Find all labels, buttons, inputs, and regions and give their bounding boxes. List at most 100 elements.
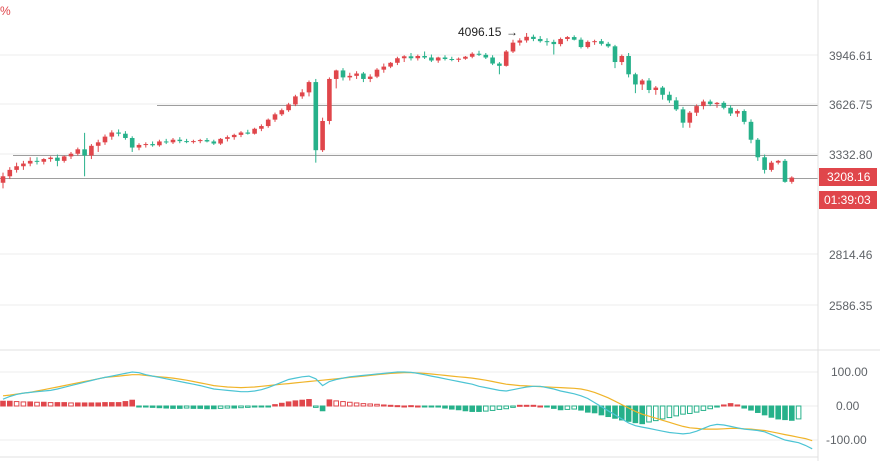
candle bbox=[687, 111, 693, 128]
candle-body bbox=[401, 56, 407, 59]
macd-histogram-bar bbox=[523, 404, 530, 407]
candle bbox=[585, 40, 591, 49]
candle bbox=[503, 50, 509, 67]
candle-body bbox=[333, 70, 339, 79]
candle-body bbox=[293, 96, 298, 105]
candle bbox=[429, 54, 434, 63]
candle-body bbox=[327, 78, 332, 121]
candle bbox=[231, 133, 237, 140]
macd-histogram-bar bbox=[251, 405, 258, 408]
candle bbox=[605, 41, 611, 48]
candle-body bbox=[449, 59, 455, 61]
macd-histogram-bar bbox=[13, 401, 20, 407]
candle-body bbox=[136, 144, 142, 148]
macd-histogram-bar bbox=[394, 405, 401, 408]
candle-body bbox=[442, 57, 448, 60]
macd-histogram-bar bbox=[496, 405, 503, 410]
candle bbox=[714, 102, 720, 108]
macd-histogram-bar bbox=[734, 404, 741, 407]
candle bbox=[463, 55, 468, 60]
candle-body bbox=[367, 76, 373, 79]
candle bbox=[116, 129, 121, 137]
candle-body bbox=[82, 149, 87, 156]
macd-histogram-bar bbox=[653, 405, 659, 422]
macd-histogram-bar bbox=[319, 405, 326, 412]
macd-histogram-bar bbox=[748, 405, 754, 411]
macd-histogram-bar bbox=[245, 405, 251, 408]
candle bbox=[483, 52, 489, 60]
macd-histogram-bar bbox=[306, 399, 312, 407]
candle-body bbox=[626, 55, 631, 75]
candle-body bbox=[490, 57, 495, 64]
candle bbox=[442, 55, 448, 61]
candle bbox=[320, 117, 325, 152]
candle-body bbox=[558, 38, 563, 45]
macd-histogram-bar bbox=[782, 405, 788, 421]
macd-histogram-bar bbox=[571, 405, 578, 410]
candle bbox=[21, 160, 26, 170]
candle bbox=[48, 156, 53, 162]
macd-histogram-bar bbox=[585, 405, 591, 413]
candle-body bbox=[578, 39, 584, 48]
candle bbox=[95, 139, 101, 152]
candle-body bbox=[347, 75, 353, 78]
candle bbox=[388, 62, 393, 69]
candle-body bbox=[775, 160, 781, 163]
candle bbox=[14, 162, 19, 173]
candle-body bbox=[429, 57, 434, 61]
macd-histogram-bar bbox=[442, 405, 448, 409]
candle-body bbox=[320, 120, 325, 151]
macd-tick-label: 100.00 bbox=[831, 365, 868, 379]
macd-histogram-bar bbox=[47, 402, 54, 407]
candle bbox=[82, 132, 87, 177]
candle bbox=[646, 78, 652, 94]
candle-body bbox=[694, 106, 699, 113]
macd-histogram-bar bbox=[578, 405, 584, 411]
candle-body bbox=[619, 55, 625, 63]
candle bbox=[612, 44, 618, 69]
candle-body bbox=[476, 53, 482, 55]
candle bbox=[735, 109, 740, 117]
candle bbox=[279, 108, 285, 116]
candle bbox=[204, 137, 210, 143]
candle bbox=[286, 102, 291, 112]
candle bbox=[143, 142, 149, 148]
macd-histogram-bar bbox=[612, 405, 618, 419]
candle-body bbox=[769, 162, 774, 170]
candle bbox=[395, 56, 400, 66]
candle bbox=[75, 147, 81, 156]
macd-histogram-bar bbox=[27, 401, 33, 407]
candle-body bbox=[408, 56, 414, 59]
candle bbox=[211, 139, 217, 145]
candle bbox=[517, 38, 523, 46]
countdown-tag: 01:39:03 bbox=[819, 191, 877, 209]
candle bbox=[163, 138, 169, 145]
macd-histogram-bar bbox=[136, 405, 142, 408]
macd-histogram-bar bbox=[489, 405, 496, 411]
current-price-tag: 3208.16 bbox=[819, 168, 877, 186]
macd-histogram-bar bbox=[455, 405, 462, 411]
candle bbox=[170, 137, 176, 145]
candle bbox=[272, 112, 278, 122]
macd-histogram-bar bbox=[687, 405, 693, 414]
macd-histogram-bar bbox=[313, 405, 319, 408]
candle bbox=[456, 57, 461, 63]
candle bbox=[578, 37, 584, 49]
candle-body bbox=[61, 156, 67, 161]
candle bbox=[728, 105, 733, 116]
candle-body bbox=[571, 37, 577, 40]
candle bbox=[245, 129, 251, 135]
candle bbox=[755, 137, 761, 161]
candle-body bbox=[741, 111, 747, 122]
candle-body bbox=[728, 107, 733, 114]
candle bbox=[782, 159, 788, 183]
candle-body bbox=[510, 42, 516, 52]
candle-body bbox=[469, 53, 475, 57]
candle bbox=[415, 54, 421, 61]
candle bbox=[191, 139, 196, 144]
candle-body bbox=[163, 141, 169, 143]
macd-histogram-bar bbox=[285, 401, 292, 407]
macd-histogram-bar bbox=[143, 405, 149, 408]
candle bbox=[449, 56, 455, 62]
